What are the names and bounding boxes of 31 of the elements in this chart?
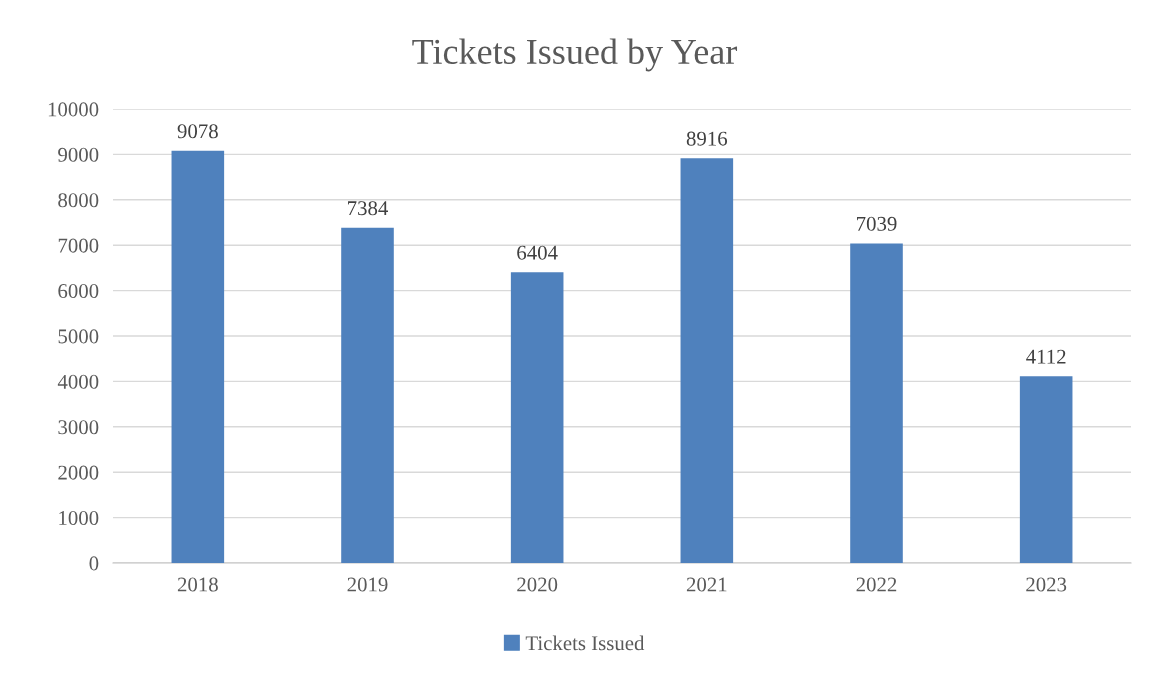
y-tick-label: 6000 <box>58 283 99 299</box>
chart-title: Tickets Issued by Year <box>412 38 738 72</box>
bar <box>1019 376 1073 563</box>
y-tick-label: 10000 <box>48 102 99 117</box>
bar <box>510 272 564 563</box>
data-label: 8916 <box>686 131 728 146</box>
y-tick-label: 7000 <box>58 238 99 253</box>
bar <box>850 243 903 563</box>
data-label: 4112 <box>1026 349 1066 364</box>
x-tick-label: 2019 <box>347 577 388 592</box>
bar <box>341 227 394 563</box>
x-tick-label: 2022 <box>856 577 897 592</box>
y-tick-label: 4000 <box>57 374 99 389</box>
y-tick-label: 1000 <box>59 510 99 526</box>
y-tick-label: 2000 <box>58 465 99 480</box>
bar <box>680 158 734 563</box>
data-label: 7384 <box>348 201 389 216</box>
x-tick-label: 2020 <box>517 577 558 592</box>
y-tick-label: 0 <box>89 556 99 571</box>
x-tick-label: 2018 <box>177 577 218 592</box>
x-tick-label: 2021 <box>686 577 727 592</box>
y-tick-label: 9000 <box>58 147 99 162</box>
legend-label: Tickets Issued <box>525 635 645 651</box>
y-tick-label: 3000 <box>58 420 99 435</box>
data-label: 6404 <box>517 245 558 260</box>
y-tick-label: 8000 <box>58 193 99 208</box>
y-tick-label: 5000 <box>58 329 99 344</box>
data-label: 9078 <box>177 124 218 139</box>
x-tick-label: 2023 <box>1026 577 1067 592</box>
data-label: 7039 <box>857 216 897 231</box>
bar <box>171 150 225 563</box>
